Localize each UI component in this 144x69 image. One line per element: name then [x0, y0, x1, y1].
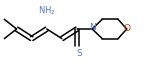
Text: N: N — [89, 23, 95, 32]
Text: O: O — [123, 24, 130, 33]
Text: S: S — [76, 49, 82, 58]
Text: NH$_2$: NH$_2$ — [38, 4, 56, 17]
